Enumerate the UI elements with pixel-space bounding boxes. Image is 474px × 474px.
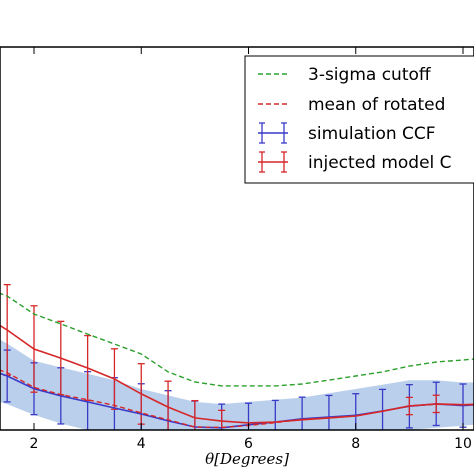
x-tick-label: 10 (454, 436, 472, 452)
cutoff-line (0, 292, 474, 387)
legend-label: 3-sigma cutoff (308, 65, 432, 85)
x-tick-label: 4 (137, 436, 146, 452)
legend: 3-sigma cutoff mean of rotated simulation … (244, 55, 474, 184)
legend-label: mean of rotated (308, 95, 445, 115)
legend-item: mean of rotated (258, 95, 445, 115)
legend-item: 3-sigma cutoff (258, 65, 432, 85)
legend-item: injected model C (258, 151, 452, 173)
mean-rotated-line (0, 369, 474, 429)
x-tick-label: 6 (244, 436, 253, 452)
x-axis-label: θ[Degrees] (205, 450, 289, 468)
axes-frame (0, 46, 474, 431)
legend-label: simulation CCF (308, 124, 436, 144)
legend-label: injected model C (308, 153, 452, 173)
x-tick-label: 8 (351, 436, 360, 452)
legend-item: simulation CCF (258, 122, 436, 144)
simulation-band (0, 339, 474, 430)
plot-area (0, 283, 474, 430)
x-tick-label: 2 (30, 436, 39, 452)
x-axis-ticks: 2 4 6 8 10 (30, 47, 472, 452)
